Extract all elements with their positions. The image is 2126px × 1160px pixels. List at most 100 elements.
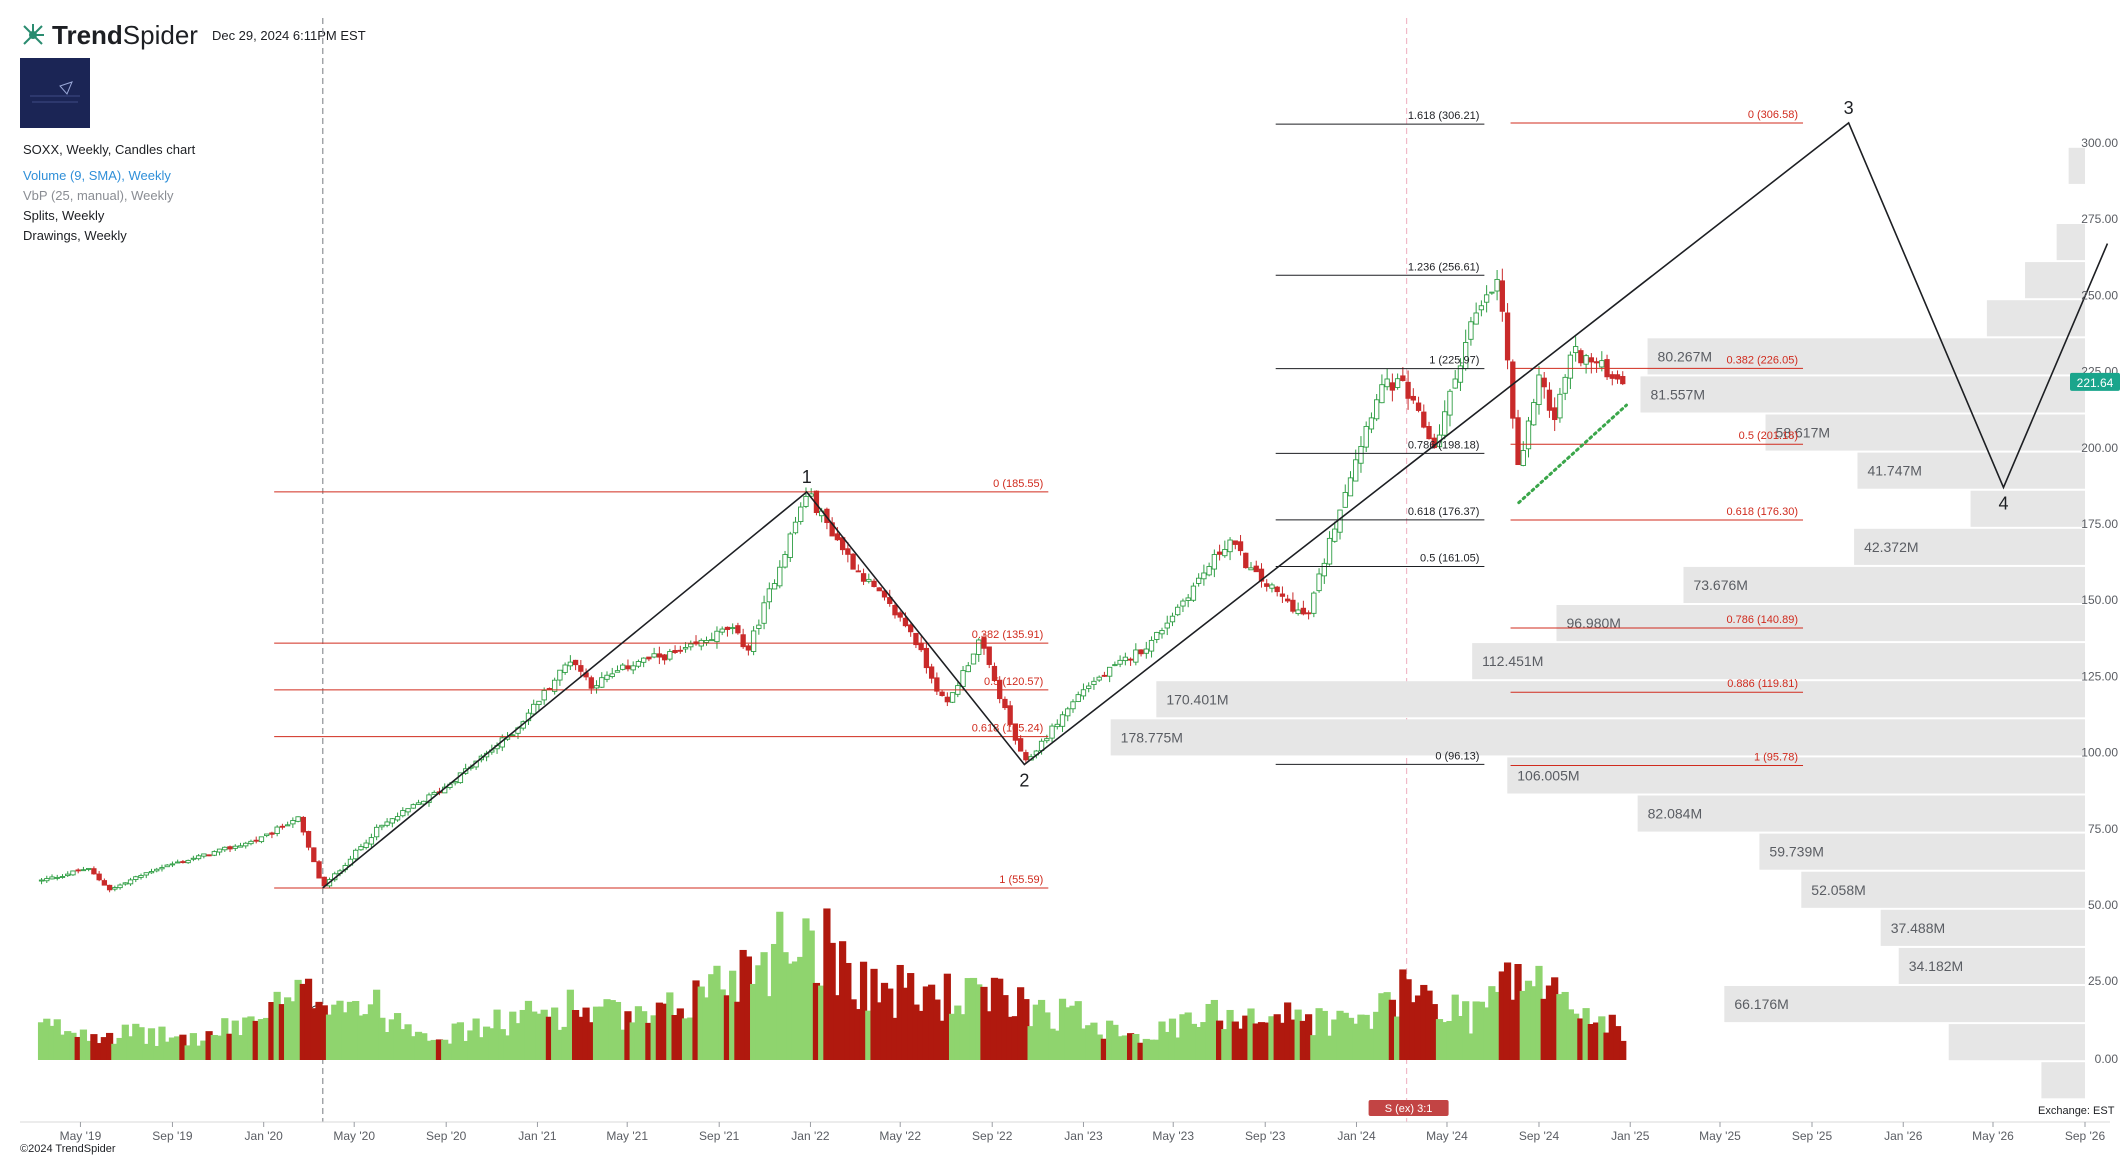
candle-body: [295, 816, 301, 822]
volume-bar: [713, 965, 721, 1060]
candle-body: [798, 506, 804, 523]
volume-bar: [839, 941, 847, 1060]
candle-body: [1196, 577, 1202, 584]
volume-bar: [367, 1004, 375, 1060]
volume-bar: [1200, 1022, 1208, 1060]
volume-bar: [242, 1017, 250, 1060]
candle-body: [1180, 600, 1186, 607]
volume-bar: [786, 963, 794, 1060]
candle-body: [1426, 426, 1432, 440]
candle-body: [965, 665, 971, 673]
candle-body: [1389, 382, 1396, 391]
candle-body: [1489, 291, 1495, 294]
candle-body: [415, 802, 422, 805]
volume-bar: [1592, 1022, 1601, 1060]
candle-body: [724, 626, 731, 630]
volume-bar: [1189, 1023, 1198, 1060]
volume-bar: [1331, 1019, 1339, 1060]
legend-volume[interactable]: Volume (9, SMA), Weekly: [23, 168, 171, 183]
volume-bar: [812, 982, 821, 1060]
volume-bar: [226, 1033, 234, 1060]
time-tick: May '21: [606, 1129, 648, 1143]
vbp-bar: [2056, 224, 2085, 261]
volume-bar: [875, 1002, 883, 1060]
candle-body: [593, 685, 600, 689]
candle-body: [1363, 425, 1369, 448]
volume-bar: [729, 970, 737, 1060]
candle-body: [991, 665, 998, 681]
candle-body: [1588, 357, 1594, 363]
volume-bar: [1174, 1037, 1182, 1060]
legend-drawings[interactable]: Drawings, Weekly: [23, 228, 127, 243]
volume-bar: [854, 1009, 862, 1060]
candle-body: [578, 665, 584, 672]
volume-bar: [1441, 1022, 1449, 1060]
candle-body: [866, 578, 872, 582]
volume-bar: [650, 1015, 658, 1060]
volume-bar: [723, 995, 732, 1060]
volume-bar: [613, 1001, 622, 1060]
volume-bar: [1289, 1019, 1297, 1060]
volume-bar: [619, 1029, 627, 1060]
volume-bar: [1498, 971, 1506, 1060]
time-tick: Sep '26: [2065, 1129, 2106, 1143]
vbp-bar: [1472, 643, 2085, 680]
candle-body: [101, 880, 108, 886]
candle-body: [1473, 312, 1479, 325]
volume-bar: [907, 973, 915, 1060]
candle-body: [237, 845, 244, 848]
volume-bar: [1488, 986, 1496, 1060]
fib-level-label: 0.886 (119.81): [1727, 678, 1798, 690]
volume-bar: [1530, 986, 1538, 1060]
volume-bar: [1399, 969, 1407, 1060]
vbp-bar: [1854, 528, 2085, 565]
fib-level-label: 0.382 (226.05): [1726, 354, 1798, 366]
volume-bar: [1483, 1007, 1491, 1060]
candle-body: [1295, 609, 1301, 615]
volume-bar: [556, 1029, 564, 1060]
time-tick: May '23: [1152, 1129, 1194, 1143]
volume-bar: [540, 1009, 548, 1060]
volume-bar: [1373, 1011, 1381, 1060]
volume-bar: [1027, 1026, 1035, 1060]
volume-bar: [797, 956, 805, 1060]
volume-bar: [760, 952, 768, 1060]
volume-bar: [1514, 964, 1522, 1060]
candle-body: [1159, 630, 1165, 635]
candle-body: [567, 661, 574, 667]
candle-body: [1007, 705, 1013, 725]
legend-splits[interactable]: Splits, Weekly: [23, 208, 105, 223]
candle-body: [614, 670, 621, 673]
candle-body: [1452, 378, 1458, 389]
candle-body: [1175, 606, 1181, 616]
volume-bar: [64, 1031, 72, 1060]
volume-bar: [917, 1010, 925, 1060]
candle-body: [38, 879, 45, 882]
volume-bar: [85, 1040, 93, 1060]
legend-vbp[interactable]: VbP (25, manual), Weekly: [23, 188, 174, 203]
candle-body: [91, 868, 97, 875]
volume-bar: [163, 1041, 171, 1060]
candle-body: [269, 832, 275, 835]
fib-level-label: 0.5 (201.18): [1739, 430, 1798, 442]
candle-body: [159, 867, 165, 870]
volume-bar: [781, 952, 789, 1060]
fib-level-label: 1 (225.97): [1429, 355, 1479, 367]
vbp-label: 52.058M: [1811, 882, 1865, 898]
candle-body: [876, 587, 882, 592]
volume-bar: [807, 930, 815, 1060]
volume-bar: [996, 978, 1004, 1060]
candle-body: [792, 521, 799, 534]
volume-bar: [1394, 1016, 1402, 1060]
fib-level-label: 0.618 (105.24): [972, 723, 1044, 735]
volume-bar: [383, 1032, 391, 1060]
candle-body: [300, 816, 306, 833]
candle-body: [368, 837, 375, 845]
volume-bar: [561, 1026, 569, 1060]
candle-body: [227, 846, 233, 850]
legend-title[interactable]: SOXX, Weekly, Candles chart: [23, 142, 196, 157]
time-tick: Jan '21: [518, 1129, 557, 1143]
volume-bar: [1551, 977, 1559, 1060]
candle-body: [1494, 278, 1500, 292]
